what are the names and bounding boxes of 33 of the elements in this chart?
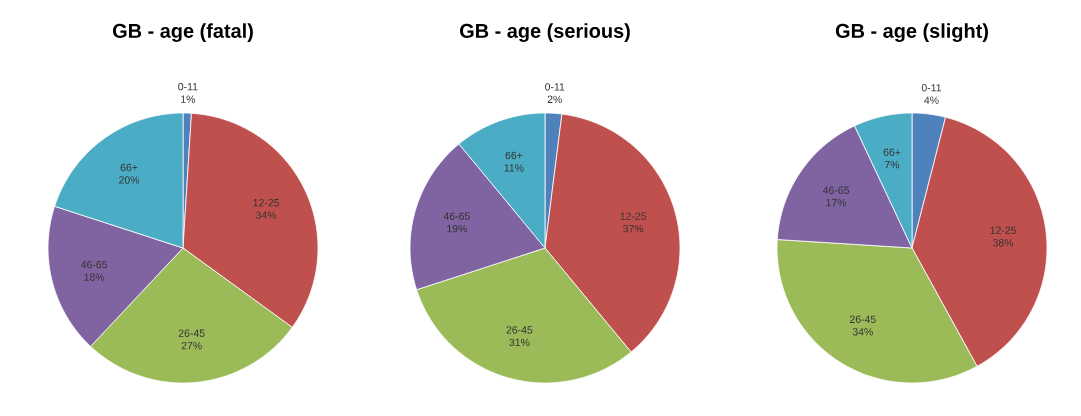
slice-label: 46-65 — [80, 260, 108, 269]
data-label: 34% — [256, 211, 277, 219]
slice-label: 26-45 — [178, 329, 205, 337]
data-label: 11% — [504, 164, 524, 172]
slice-label: 46-65 — [443, 212, 470, 220]
data-label: 20% — [119, 176, 140, 184]
slice-label: 0-11 — [178, 82, 198, 91]
data-label: 2% — [547, 95, 562, 103]
chart-title: GB - age (serious) — [460, 23, 630, 42]
slice-label: 12-25 — [253, 198, 279, 207]
slice-label: 12-25 — [990, 226, 1017, 234]
data-label: 4% — [924, 96, 939, 104]
slice-label: 0-11 — [545, 83, 565, 91]
data-label: 38% — [993, 239, 1014, 247]
data-label: 27% — [181, 341, 202, 350]
slice-label: 46-65 — [822, 186, 850, 194]
slice-label: 66+ — [505, 151, 523, 160]
slice-label: 12-25 — [620, 212, 647, 220]
slice-label: 26-45 — [506, 326, 533, 334]
data-label: 18% — [84, 273, 105, 281]
data-label: 34% — [852, 328, 873, 336]
slice-label: 66+ — [120, 163, 138, 172]
data-label: 7% — [884, 161, 900, 169]
data-label: 31% — [509, 338, 530, 347]
data-label: 17% — [826, 199, 847, 207]
data-label: 37% — [623, 224, 644, 233]
slice-label: 0-11 — [921, 84, 942, 92]
data-label: 19% — [447, 224, 467, 233]
slice-label: 26-45 — [849, 315, 876, 323]
chart-title: GB - age (slight) — [835, 23, 988, 42]
chart-title: GB - age (fatal) — [112, 23, 253, 42]
data-label: 1% — [181, 95, 196, 103]
slice-label: 66+ — [883, 148, 901, 156]
